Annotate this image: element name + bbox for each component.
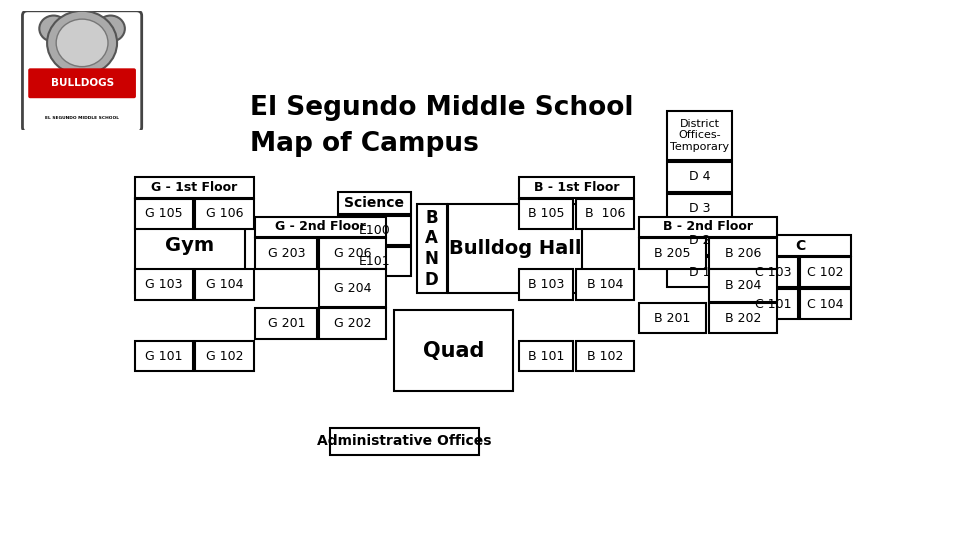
- Text: G 105: G 105: [145, 207, 182, 220]
- Bar: [195, 199, 253, 229]
- Text: B - 2nd Floor: B - 2nd Floor: [663, 220, 754, 233]
- Bar: [639, 217, 777, 238]
- Bar: [708, 269, 777, 302]
- Text: B 204: B 204: [725, 279, 761, 292]
- Bar: [338, 216, 411, 245]
- Bar: [195, 341, 253, 371]
- Circle shape: [56, 19, 108, 66]
- Text: G 104: G 104: [205, 278, 243, 291]
- Text: B 103: B 103: [528, 278, 564, 291]
- Bar: [518, 341, 573, 371]
- Bar: [667, 225, 732, 255]
- Text: G 204: G 204: [334, 281, 372, 295]
- Circle shape: [47, 11, 117, 75]
- Bar: [749, 257, 798, 287]
- Text: D 2: D 2: [689, 234, 710, 247]
- Text: C: C: [795, 239, 805, 253]
- Circle shape: [96, 16, 125, 42]
- Bar: [667, 194, 732, 224]
- Bar: [749, 235, 852, 256]
- Bar: [338, 192, 411, 214]
- Text: E101: E101: [359, 254, 391, 267]
- Bar: [448, 204, 582, 294]
- Text: B  106: B 106: [585, 207, 625, 220]
- Bar: [576, 269, 635, 300]
- Bar: [320, 238, 386, 268]
- Text: G 203: G 203: [268, 247, 305, 260]
- Bar: [338, 246, 411, 275]
- Bar: [639, 238, 706, 268]
- Text: B 201: B 201: [654, 312, 690, 325]
- Text: BULLDOGS: BULLDOGS: [51, 78, 113, 88]
- Bar: [134, 269, 193, 300]
- Bar: [134, 199, 193, 229]
- Bar: [134, 341, 193, 371]
- Bar: [394, 310, 513, 391]
- Text: E100: E100: [359, 224, 391, 237]
- Text: B 202: B 202: [725, 312, 761, 325]
- Text: EL SEGUNDO MIDDLE SCHOOL: EL SEGUNDO MIDDLE SCHOOL: [45, 116, 119, 120]
- Bar: [800, 289, 852, 319]
- Bar: [518, 269, 573, 300]
- Text: G - 1st Floor: G - 1st Floor: [152, 181, 237, 194]
- Bar: [518, 199, 573, 229]
- Bar: [708, 238, 777, 268]
- Text: Quad: Quad: [422, 341, 484, 361]
- Text: Science: Science: [345, 196, 404, 210]
- Bar: [320, 269, 386, 307]
- Bar: [576, 199, 635, 229]
- Circle shape: [39, 16, 68, 42]
- Text: G 101: G 101: [145, 349, 182, 362]
- Text: B
A
N
D: B A N D: [424, 208, 439, 289]
- Text: G - 2nd Floor: G - 2nd Floor: [276, 220, 366, 233]
- Bar: [134, 177, 253, 198]
- Text: Map of Campus: Map of Campus: [251, 131, 479, 157]
- Bar: [134, 198, 245, 294]
- Text: Administrative Offices: Administrative Offices: [317, 434, 492, 448]
- Text: G 201: G 201: [268, 317, 305, 330]
- Bar: [320, 308, 386, 339]
- Text: B - 1st Floor: B - 1st Floor: [534, 181, 619, 194]
- Text: B 101: B 101: [528, 349, 564, 362]
- Bar: [667, 257, 732, 287]
- Text: D 3: D 3: [689, 202, 710, 215]
- Text: G 106: G 106: [205, 207, 243, 220]
- Bar: [195, 269, 253, 300]
- Bar: [708, 303, 777, 333]
- Text: El Segundo Middle School: El Segundo Middle School: [251, 96, 634, 122]
- Text: B 102: B 102: [587, 349, 623, 362]
- Text: G 202: G 202: [334, 317, 372, 330]
- Bar: [255, 217, 386, 238]
- Bar: [667, 161, 732, 192]
- Text: B 104: B 104: [587, 278, 623, 291]
- Bar: [255, 238, 317, 268]
- Text: B 105: B 105: [528, 207, 564, 220]
- Text: G 102: G 102: [205, 349, 243, 362]
- Text: Bulldog Hall: Bulldog Hall: [449, 239, 582, 258]
- Bar: [330, 428, 479, 455]
- Text: B 206: B 206: [725, 247, 761, 260]
- Bar: [749, 289, 798, 319]
- Text: D 1: D 1: [689, 266, 710, 279]
- Bar: [417, 204, 446, 294]
- Text: C 101: C 101: [755, 298, 791, 310]
- Bar: [639, 303, 706, 333]
- Text: D 4: D 4: [689, 170, 710, 183]
- FancyBboxPatch shape: [29, 69, 135, 98]
- Bar: [255, 308, 317, 339]
- Text: B 205: B 205: [654, 247, 690, 260]
- Text: C 103: C 103: [755, 266, 791, 279]
- Bar: [667, 111, 732, 160]
- Text: Gym: Gym: [165, 236, 214, 255]
- Bar: [518, 177, 635, 198]
- Bar: [576, 341, 635, 371]
- Text: G 103: G 103: [145, 278, 182, 291]
- FancyBboxPatch shape: [22, 11, 142, 132]
- Text: C 104: C 104: [807, 298, 844, 310]
- Text: C 102: C 102: [807, 266, 844, 279]
- Text: District
Offices-
Temporary: District Offices- Temporary: [670, 119, 730, 152]
- Text: G 206: G 206: [334, 247, 372, 260]
- Bar: [800, 257, 852, 287]
